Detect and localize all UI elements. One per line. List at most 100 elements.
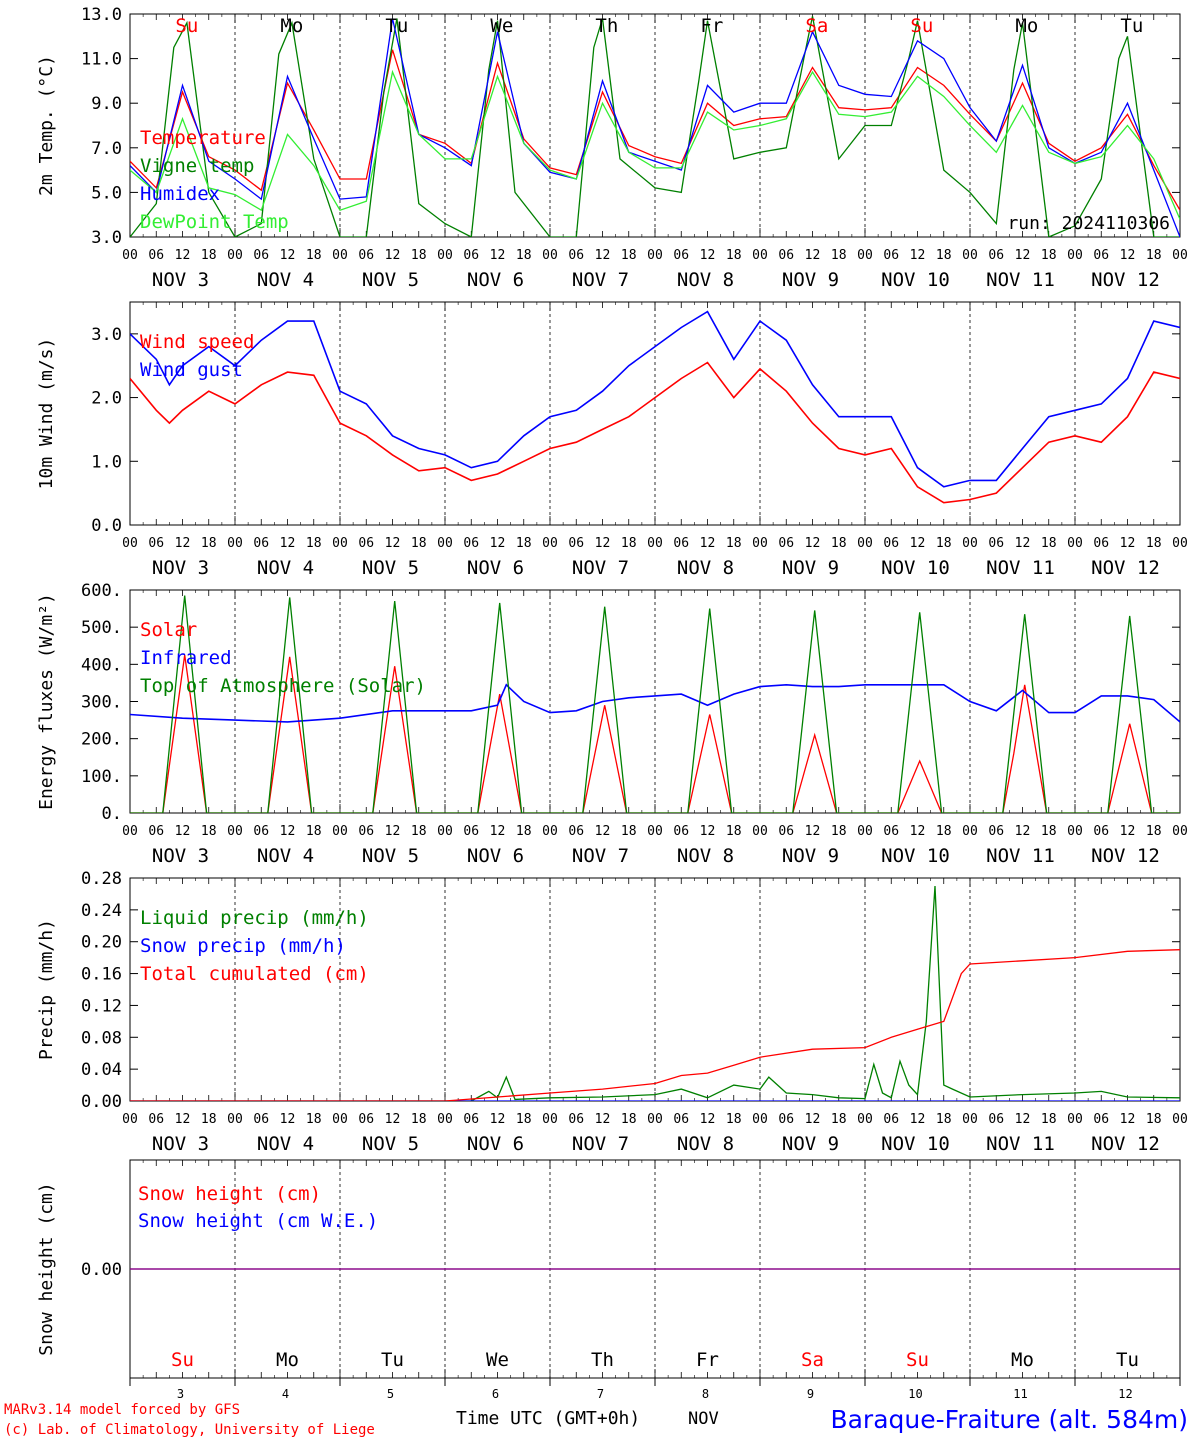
x-hour-label: 00 bbox=[122, 248, 138, 263]
x-hour-label: 18 bbox=[1146, 248, 1162, 263]
day-of-week-label: Mo bbox=[1011, 1349, 1034, 1371]
x-hour-label: 06 bbox=[148, 1112, 164, 1127]
x-hour-label: 12 bbox=[385, 824, 401, 839]
x-date-label: NOV 7 bbox=[572, 845, 629, 867]
credit-line-1: MARv3.14 model forced by GFS bbox=[4, 1402, 240, 1418]
x-date-label: NOV 12 bbox=[1091, 557, 1160, 579]
x-hour-label: 06 bbox=[1093, 248, 1109, 263]
x-hour-label: 00 bbox=[1067, 1112, 1083, 1127]
x-hour-label: 18 bbox=[936, 824, 952, 839]
series-line-wind-speed bbox=[130, 361, 1180, 504]
x-hour-label: 00 bbox=[962, 824, 978, 839]
x-hour-label: 18 bbox=[936, 536, 952, 551]
x-hour-label: 18 bbox=[1146, 1112, 1162, 1127]
x-date-label: NOV 7 bbox=[572, 1133, 629, 1155]
x-hour-label: 12 bbox=[1120, 1112, 1136, 1127]
x-hour-label: 18 bbox=[516, 248, 532, 263]
y-tick-label: 0.04 bbox=[81, 1060, 122, 1080]
series-line-total-cumulated-cm- bbox=[130, 949, 1180, 1101]
x-hour-label: 00 bbox=[332, 1112, 348, 1127]
y-tick-label: 0.24 bbox=[81, 901, 122, 921]
x-hour-label: 18 bbox=[201, 536, 217, 551]
x-hour-label: 18 bbox=[306, 824, 322, 839]
legend-entry: Snow precip (mm/h) bbox=[140, 935, 346, 957]
x-hour-label: 18 bbox=[936, 248, 952, 263]
day-of-week-label: Th bbox=[591, 1349, 614, 1371]
x-hour-label: 00 bbox=[227, 1112, 243, 1127]
series-line-wind-gust bbox=[130, 310, 1180, 488]
day-of-week-label: Th bbox=[595, 15, 618, 37]
day-of-week-label: Fr bbox=[700, 15, 723, 37]
legend-entry: Total cumulated (cm) bbox=[140, 963, 369, 985]
day-of-week-label: Mo bbox=[280, 15, 303, 37]
x-hour-label: 12 bbox=[700, 248, 716, 263]
x-date-label: NOV 4 bbox=[257, 1133, 314, 1155]
x-hour-label: 12 bbox=[385, 536, 401, 551]
legend-entry: DewPoint Temp bbox=[140, 211, 289, 233]
x-hour-label: 06 bbox=[148, 536, 164, 551]
x-hour-label: 18 bbox=[936, 1112, 952, 1127]
x-hour-label: 06 bbox=[568, 536, 584, 551]
x-date-label: NOV 3 bbox=[152, 1133, 209, 1155]
y-tick-label: 0.16 bbox=[81, 965, 122, 985]
y-tick-label: 200. bbox=[81, 730, 122, 750]
x-hour-label: 00 bbox=[857, 824, 873, 839]
x-hour-label: 00 bbox=[437, 248, 453, 263]
y-axis-label: 10m Wind (m/s) bbox=[36, 338, 57, 490]
y-tick-label: 11.0 bbox=[81, 50, 122, 70]
x-hour-label: 12 bbox=[385, 248, 401, 263]
x-hour-label: 00 bbox=[437, 1112, 453, 1127]
day-of-week-label: Mo bbox=[1015, 15, 1038, 37]
x-date-label: NOV 5 bbox=[362, 269, 419, 291]
series-line-dewpoint-temp bbox=[130, 69, 1180, 220]
x-hour-label: 18 bbox=[306, 248, 322, 263]
x-hour-label: 00 bbox=[332, 824, 348, 839]
y-tick-label: 7.0 bbox=[91, 139, 122, 159]
x-date-label: NOV 3 bbox=[152, 845, 209, 867]
x-hour-label: 12 bbox=[805, 1112, 821, 1127]
x-hour-label: 18 bbox=[306, 1112, 322, 1127]
x-date-label: NOV 5 bbox=[362, 1133, 419, 1155]
x-date-label: NOV 7 bbox=[572, 557, 629, 579]
day-number-label: 11 bbox=[1013, 1387, 1027, 1401]
y-tick-label: 300. bbox=[81, 693, 122, 713]
legend-entry: Solar bbox=[140, 619, 197, 641]
x-hour-label: 18 bbox=[201, 248, 217, 263]
day-number-label: 3 bbox=[177, 1387, 184, 1401]
y-tick-label: 100. bbox=[81, 767, 122, 787]
x-date-label: NOV 11 bbox=[986, 845, 1055, 867]
day-of-week-label: Tu bbox=[1120, 15, 1143, 37]
x-hour-label: 00 bbox=[1067, 824, 1083, 839]
panel-2: 0.0 1.0 2.0 3.0 10m Wind (m/s) Wind speed Wind… bbox=[36, 301, 1188, 579]
x-hour-label: 18 bbox=[516, 1112, 532, 1127]
x-hour-label: 18 bbox=[1041, 824, 1057, 839]
day-of-week-label: Sa bbox=[805, 15, 828, 37]
x-hour-label: 00 bbox=[542, 248, 558, 263]
panel-1: 3.0 5.0 7.0 9.0 11.0 13.0 2m Temp. (°C) Tempera… bbox=[36, 5, 1188, 291]
day-of-week-label: We bbox=[486, 1349, 509, 1371]
day-of-week-label: Tu bbox=[381, 1349, 404, 1371]
series-line-humidex bbox=[130, 18, 1180, 237]
x-hour-label: 06 bbox=[358, 824, 374, 839]
x-date-label: NOV 9 bbox=[782, 557, 839, 579]
x-hour-label: 18 bbox=[726, 824, 742, 839]
y-tick-label: 0.00 bbox=[81, 1092, 122, 1112]
day-of-week-label: We bbox=[490, 15, 513, 37]
day-of-week-label: Tu bbox=[1116, 1349, 1139, 1371]
y-tick-label: 600. bbox=[81, 581, 122, 601]
y-axis-label: 2m Temp. (°C) bbox=[36, 55, 57, 196]
x-hour-label: 12 bbox=[490, 824, 506, 839]
x-hour-label: 06 bbox=[988, 248, 1004, 263]
x-hour-label: 06 bbox=[1093, 536, 1109, 551]
x-hour-label: 12 bbox=[1015, 248, 1031, 263]
x-date-label: NOV 7 bbox=[572, 269, 629, 291]
x-hour-label: 06 bbox=[1093, 824, 1109, 839]
x-hour-label: 06 bbox=[253, 824, 269, 839]
x-date-label: NOV 6 bbox=[467, 1133, 524, 1155]
legend-entry: Snow height (cm W.E.) bbox=[138, 1210, 378, 1232]
x-hour-label: 18 bbox=[831, 248, 847, 263]
x-hour-label: 12 bbox=[1015, 536, 1031, 551]
legend-entry: Vigne temp bbox=[140, 155, 254, 177]
x-date-label: NOV 10 bbox=[881, 1133, 950, 1155]
day-of-week-label: Mo bbox=[276, 1349, 299, 1371]
